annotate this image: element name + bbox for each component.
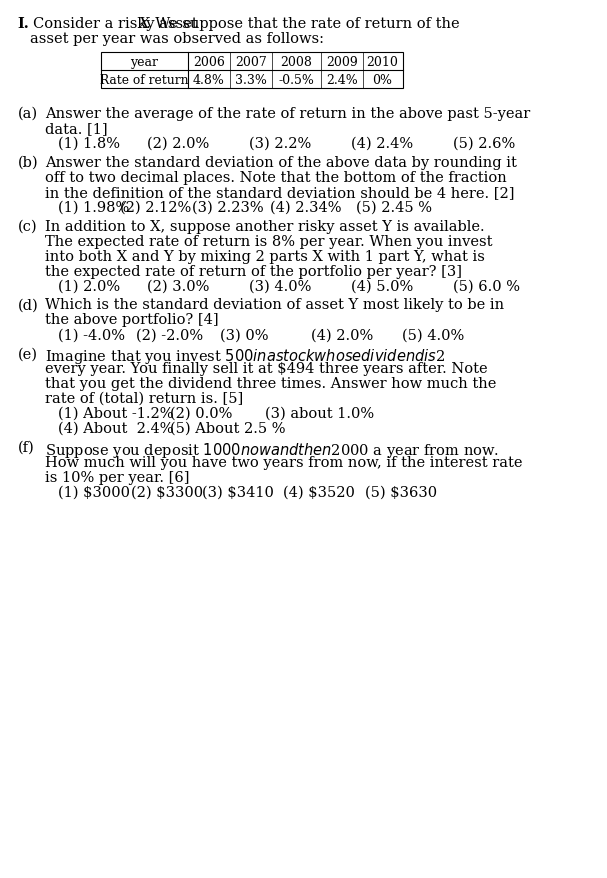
Text: 4.8%: 4.8%	[193, 74, 225, 87]
Text: (2) 2.12%: (2) 2.12%	[120, 200, 191, 214]
Text: (3) 2.2%: (3) 2.2%	[249, 137, 311, 151]
Text: (4) 5.0%: (4) 5.0%	[351, 279, 413, 293]
Text: (3) about 1.0%: (3) about 1.0%	[265, 407, 375, 421]
Text: (2) 2.0%: (2) 2.0%	[147, 137, 209, 151]
Text: (5) 2.6%: (5) 2.6%	[453, 137, 515, 151]
Text: (1) 2.0%: (1) 2.0%	[58, 279, 120, 293]
Text: Imagine that you invest $500 in a stock whose dividend is $2: Imagine that you invest $500 in a stock …	[45, 347, 445, 366]
Text: I.: I.	[18, 18, 30, 32]
Text: (3) $3410: (3) $3410	[202, 486, 273, 500]
Text: the expected rate of return of the portfolio per year? [3]: the expected rate of return of the portf…	[45, 264, 462, 278]
Text: in the definition of the standard deviation should be 4 here. [2]: in the definition of the standard deviat…	[45, 185, 515, 199]
Text: 2.4%: 2.4%	[326, 74, 358, 87]
Text: (3) 4.0%: (3) 4.0%	[249, 279, 311, 293]
Text: is 10% per year. [6]: is 10% per year. [6]	[45, 471, 189, 485]
Text: In addition to X, suppose another risky asset Y is available.: In addition to X, suppose another risky …	[45, 220, 484, 234]
Text: (1) About -1.2%: (1) About -1.2%	[58, 407, 173, 421]
Text: (1) $3000: (1) $3000	[58, 486, 130, 500]
Text: every year. You finally sell it at $494 three years after. Note: every year. You finally sell it at $494 …	[45, 362, 487, 376]
Text: (2) -2.0%: (2) -2.0%	[136, 328, 203, 342]
Text: Answer the standard deviation of the above data by rounding it: Answer the standard deviation of the abo…	[45, 155, 517, 169]
Text: (f): (f)	[18, 441, 35, 455]
Text: (5) 4.0%: (5) 4.0%	[402, 328, 464, 342]
Text: X: X	[139, 18, 149, 32]
Text: into both X and Y by mixing 2 parts X with 1 part Y, what is: into both X and Y by mixing 2 parts X wi…	[45, 249, 485, 263]
Text: off to two decimal places. Note that the bottom of the fraction: off to two decimal places. Note that the…	[45, 170, 507, 184]
Text: (2) 3.0%: (2) 3.0%	[147, 279, 209, 293]
Text: (5) 6.0 %: (5) 6.0 %	[453, 279, 520, 293]
Text: 2010: 2010	[367, 56, 399, 69]
Text: (1) 1.8%: (1) 1.8%	[58, 137, 120, 151]
Text: (5) About 2.5 %: (5) About 2.5 %	[170, 421, 285, 435]
Text: (e): (e)	[18, 347, 38, 361]
Text: (3) 2.23%: (3) 2.23%	[192, 200, 264, 214]
Text: rate of (total) return is. [5]: rate of (total) return is. [5]	[45, 392, 243, 406]
Text: (5) 2.45 %: (5) 2.45 %	[356, 200, 432, 214]
Text: 2008: 2008	[280, 56, 312, 69]
Text: 2006: 2006	[193, 56, 225, 69]
Text: that you get the dividend three times. Answer how much the: that you get the dividend three times. A…	[45, 377, 497, 391]
Text: (1) 1.98%: (1) 1.98%	[58, 200, 129, 214]
Text: Consider a risky asset: Consider a risky asset	[33, 18, 203, 32]
Text: -0.5%: -0.5%	[278, 74, 314, 87]
Text: (4) $3520: (4) $3520	[283, 486, 355, 500]
Text: (b): (b)	[18, 155, 38, 169]
Bar	[101, 54, 402, 89]
Text: 3.3%: 3.3%	[235, 74, 266, 87]
Text: (4) 2.4%: (4) 2.4%	[351, 137, 413, 151]
Text: (c): (c)	[18, 220, 38, 234]
Text: Suppose you deposit $1000 now and then $2000 a year from now.: Suppose you deposit $1000 now and then $…	[45, 441, 500, 459]
Text: Rate of return: Rate of return	[100, 74, 189, 87]
Text: (2) 0.0%: (2) 0.0%	[170, 407, 232, 421]
Text: (a): (a)	[18, 107, 38, 121]
Text: (2) $3300: (2) $3300	[132, 486, 203, 500]
Text: data. [1]: data. [1]	[45, 122, 107, 136]
Text: (4) 2.34%: (4) 2.34%	[270, 200, 341, 214]
Text: (1) -4.0%: (1) -4.0%	[58, 328, 125, 342]
Text: The expected rate of return is 8% per year. When you invest: The expected rate of return is 8% per ye…	[45, 234, 492, 248]
Text: asset per year was observed as follows:: asset per year was observed as follows:	[30, 32, 325, 47]
Text: . We suppose that the rate of return of the: . We suppose that the rate of return of …	[146, 18, 459, 32]
Text: How much will you have two years from now, if the interest rate: How much will you have two years from no…	[45, 456, 523, 470]
Text: (4) 2.0%: (4) 2.0%	[311, 328, 373, 342]
Text: (4) About  2.4%: (4) About 2.4%	[58, 421, 173, 435]
Text: 0%: 0%	[373, 74, 393, 87]
Text: (5) $3630: (5) $3630	[365, 486, 438, 500]
Text: the above portfolio? [4]: the above portfolio? [4]	[45, 313, 219, 327]
Text: (d): (d)	[18, 299, 38, 312]
Text: Which is the standard deviation of asset Y most likely to be in: Which is the standard deviation of asset…	[45, 299, 504, 312]
Text: 2009: 2009	[326, 56, 358, 69]
Text: 2007: 2007	[235, 56, 266, 69]
Text: (3) 0%: (3) 0%	[220, 328, 268, 342]
Text: year: year	[131, 56, 158, 69]
Text: Answer the average of the rate of return in the above past 5-year: Answer the average of the rate of return…	[45, 107, 531, 121]
